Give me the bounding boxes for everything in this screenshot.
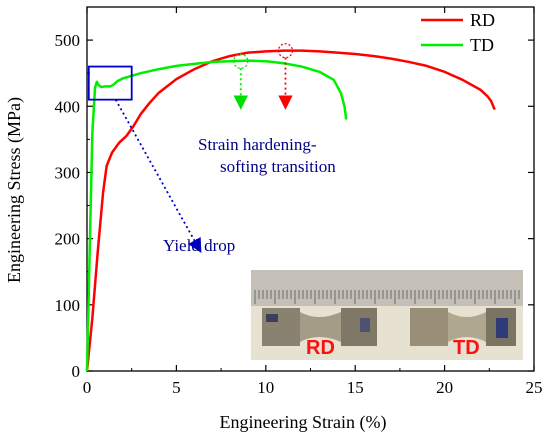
annotation-yield-drop: Yield drop bbox=[163, 236, 235, 255]
yield-drop-arrow bbox=[114, 99, 202, 254]
series-group bbox=[85, 49, 496, 372]
y-tick-label: 100 bbox=[55, 296, 81, 315]
y-tick-label: 400 bbox=[55, 97, 81, 116]
rd-specimen bbox=[262, 308, 377, 346]
x-tick-label: 10 bbox=[257, 378, 274, 397]
annotation-transition-line2: softing transition bbox=[220, 157, 336, 176]
legend-label-rd: RD bbox=[470, 10, 495, 30]
x-tick-label: 0 bbox=[83, 378, 92, 397]
yield-drop-box bbox=[87, 65, 133, 101]
ruler bbox=[251, 270, 523, 306]
x-axis-title: Engineering Strain (%) bbox=[220, 412, 387, 433]
series-line-td bbox=[85, 59, 348, 372]
ruler-ticks bbox=[254, 290, 520, 304]
y-axis-title: Engineering Stress (MPa) bbox=[4, 97, 25, 283]
photo-label-rd: RD bbox=[306, 337, 335, 359]
annotations bbox=[87, 43, 294, 254]
td-specimen bbox=[410, 308, 516, 346]
legend: RD TD bbox=[421, 10, 495, 55]
photo-label-td: TD bbox=[453, 337, 480, 359]
annotation-transition-line1: Strain hardening- bbox=[198, 135, 317, 154]
axes: 0 5 10 15 20 25 0 100 200 300 400 500 bbox=[55, 6, 543, 397]
y-tick-label: 300 bbox=[55, 163, 81, 182]
transition-marker-td bbox=[233, 53, 249, 69]
y-tick-label: 500 bbox=[55, 31, 81, 50]
transition-marker-rd bbox=[277, 43, 294, 59]
x-tick-label: 15 bbox=[347, 378, 364, 397]
y-tick-label: 0 bbox=[72, 362, 81, 381]
series-line-rd bbox=[85, 49, 496, 372]
specimen-photo: RD TD bbox=[251, 270, 523, 360]
legend-label-td: TD bbox=[470, 35, 494, 55]
x-tick-label: 20 bbox=[436, 378, 453, 397]
x-tick-label: 25 bbox=[526, 378, 543, 397]
x-tick-label: 5 bbox=[172, 378, 181, 397]
y-tick-label: 200 bbox=[55, 230, 81, 249]
